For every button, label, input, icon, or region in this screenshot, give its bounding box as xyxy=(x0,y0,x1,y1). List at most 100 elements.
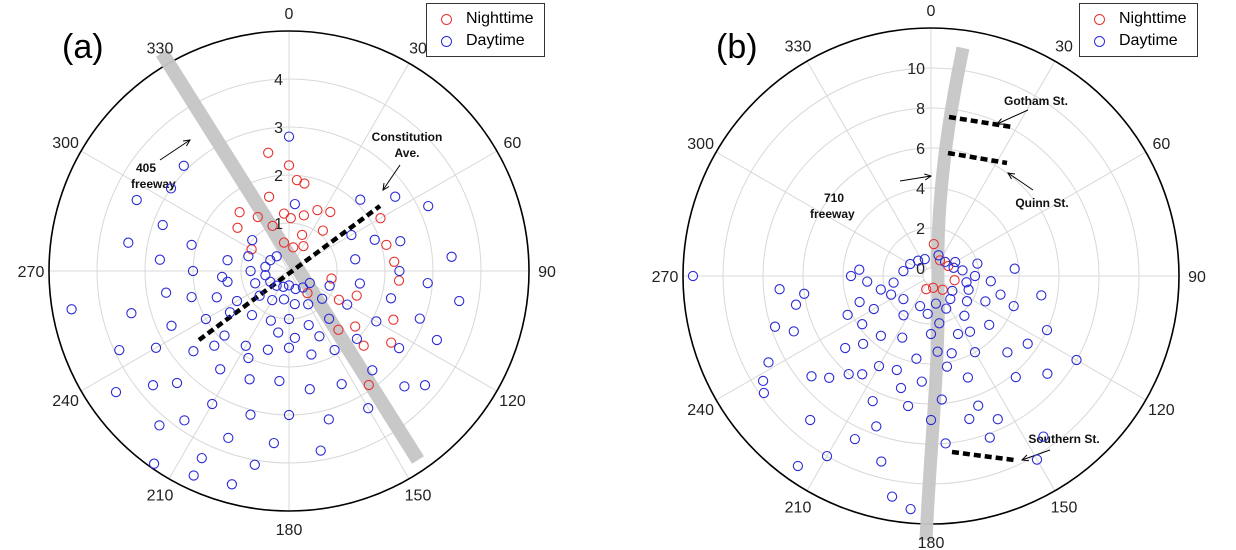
data-point-daytime xyxy=(304,384,315,395)
data-point-daytime xyxy=(843,368,854,380)
radial-tick-label: 4 xyxy=(916,181,925,198)
data-point-daytime xyxy=(246,309,258,321)
data-point-daytime xyxy=(267,294,278,306)
data-point-daytime xyxy=(914,300,926,312)
data-point-daytime xyxy=(992,414,1003,425)
data-point-daytime xyxy=(952,328,964,340)
data-point-daytime xyxy=(290,283,301,295)
radial-tick-label: 4 xyxy=(274,72,283,89)
data-point-daytime xyxy=(223,432,234,444)
annotation-710: 710 xyxy=(824,191,844,205)
data-point-nighttime xyxy=(363,379,374,391)
angle-tick-label: 60 xyxy=(504,135,522,152)
data-point-daytime xyxy=(875,284,886,295)
data-point-daytime xyxy=(1042,368,1053,379)
data-point-daytime xyxy=(961,296,973,307)
data-point-daytime xyxy=(898,293,909,305)
data-point-daytime xyxy=(243,352,254,364)
data-point-daytime xyxy=(1002,347,1013,358)
data-point-daytime xyxy=(336,378,347,390)
data-point-daytime xyxy=(1008,300,1019,312)
panel-b: 710 freeway Gotham St. Quinn St. Southern St… xyxy=(618,0,1236,550)
data-point-daytime xyxy=(964,326,976,337)
data-point-daytime xyxy=(200,313,212,325)
data-point-daytime xyxy=(895,382,907,394)
legend-entry-nighttime: Nighttime xyxy=(433,8,534,30)
data-point-daytime xyxy=(905,503,916,515)
annotation-ave: Ave. xyxy=(395,146,420,160)
data-point-daytime xyxy=(806,371,817,382)
data-point-daytime xyxy=(423,200,434,212)
constitution-ave-line xyxy=(197,204,382,342)
annotation-arrow xyxy=(899,175,932,182)
legend-marker-nighttime xyxy=(1094,13,1105,25)
data-point-daytime xyxy=(363,403,374,414)
grid-spoke xyxy=(806,60,928,270)
radial-tick-label: 8 xyxy=(916,101,925,118)
legend-a: Nighttime Daytime xyxy=(426,3,545,57)
angle-tick-label: 330 xyxy=(147,41,174,58)
data-point-daytime xyxy=(355,194,366,205)
angle-tick-label: 210 xyxy=(785,499,812,516)
angle-tick-label: 330 xyxy=(785,39,812,56)
outer-boundary xyxy=(48,30,530,512)
data-point-daytime xyxy=(940,438,951,449)
data-point-daytime xyxy=(231,295,243,307)
data-point-nighttime xyxy=(317,225,329,236)
angle-tick-label: 90 xyxy=(1188,269,1206,286)
angle-tick-label: 90 xyxy=(538,264,556,281)
angle-tick-label: 0 xyxy=(285,6,294,23)
arrow-head xyxy=(382,183,390,191)
data-point-daytime xyxy=(932,346,943,357)
data-point-daytime xyxy=(941,361,953,372)
data-point-daytime xyxy=(245,265,256,277)
data-point-daytime xyxy=(342,299,353,310)
data-point-daytime xyxy=(329,344,340,356)
arrow-head xyxy=(182,139,191,147)
data-point-daytime xyxy=(226,479,238,490)
data-point-daytime xyxy=(289,198,301,210)
data-point-daytime xyxy=(969,347,981,358)
data-point-daytime xyxy=(126,308,137,319)
data-point-daytime xyxy=(354,278,366,289)
data-point-daytime xyxy=(972,258,983,269)
data-point-daytime xyxy=(324,280,335,291)
data-point-daytime xyxy=(323,414,334,425)
angle-tick-label: 210 xyxy=(147,487,174,504)
data-point-daytime xyxy=(1036,290,1047,301)
data-point-daytime xyxy=(799,288,810,299)
data-point-nighttime xyxy=(298,210,310,221)
data-point-daytime xyxy=(315,445,326,456)
data-point-daytime xyxy=(947,285,958,297)
angle-tick-label: 150 xyxy=(1051,499,1078,516)
data-point-daytime xyxy=(385,293,397,304)
data-point-nighttime xyxy=(949,275,960,286)
arrow-head xyxy=(995,118,1005,125)
data-point-nighttime xyxy=(278,208,290,219)
annotation-405: 405 xyxy=(136,161,156,175)
data-point-daytime xyxy=(154,420,165,431)
data-point-daytime xyxy=(110,386,122,398)
data-point-daytime xyxy=(925,328,937,340)
data-point-daytime xyxy=(898,310,909,321)
data-point-daytime xyxy=(984,319,995,331)
grid-spoke xyxy=(80,270,290,392)
data-point-nighttime xyxy=(283,160,295,171)
data-point-daytime xyxy=(821,450,833,462)
data-point-daytime xyxy=(260,270,271,281)
annotation-freeway: freeway xyxy=(131,177,176,191)
data-point-nighttime xyxy=(298,240,309,252)
data-point-daytime xyxy=(283,342,295,353)
grid-spoke xyxy=(934,60,1056,270)
annotation-southern-st: Southern St. xyxy=(1028,432,1099,446)
radial-tick-label: 2 xyxy=(274,168,283,185)
data-point-daytime xyxy=(265,276,276,287)
data-point-daytime xyxy=(249,459,260,470)
data-point-nighttime xyxy=(389,256,400,267)
data-point-daytime xyxy=(346,229,357,241)
data-point-daytime xyxy=(763,357,774,368)
grid-spoke xyxy=(168,270,290,480)
data-point-daytime xyxy=(984,432,995,443)
data-point-daytime xyxy=(114,344,125,356)
freeway-band-405 xyxy=(156,49,424,464)
